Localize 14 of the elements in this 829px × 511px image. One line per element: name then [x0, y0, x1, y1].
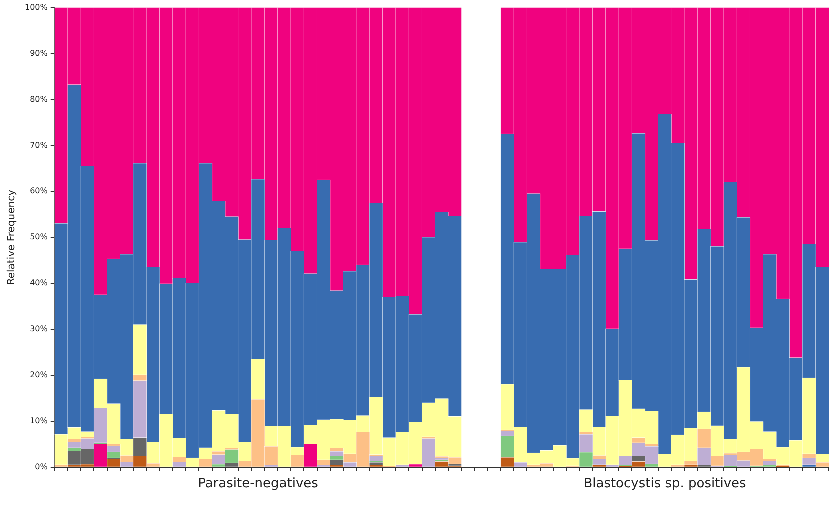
y-tick-label: 50%	[30, 232, 48, 242]
text: Blastocystis sp. positives	[584, 476, 747, 492]
y-tick-label: 90%	[30, 48, 48, 58]
text: Parasite-negatives	[198, 476, 319, 492]
y-tick-label: 100%	[24, 2, 48, 12]
y-tick-label: 30%	[30, 324, 48, 334]
y-tick-label: 60%	[30, 186, 48, 196]
y-axis-title: Relative Frequency	[6, 190, 18, 286]
y-tick-label: 80%	[30, 94, 48, 104]
y-tick-label: 20%	[30, 370, 48, 380]
y-tick-label: 10%	[30, 416, 48, 426]
y-tick-label: 40%	[30, 278, 48, 288]
y-tick-label: 0%	[35, 462, 48, 472]
y-tick-label: 70%	[30, 140, 48, 150]
